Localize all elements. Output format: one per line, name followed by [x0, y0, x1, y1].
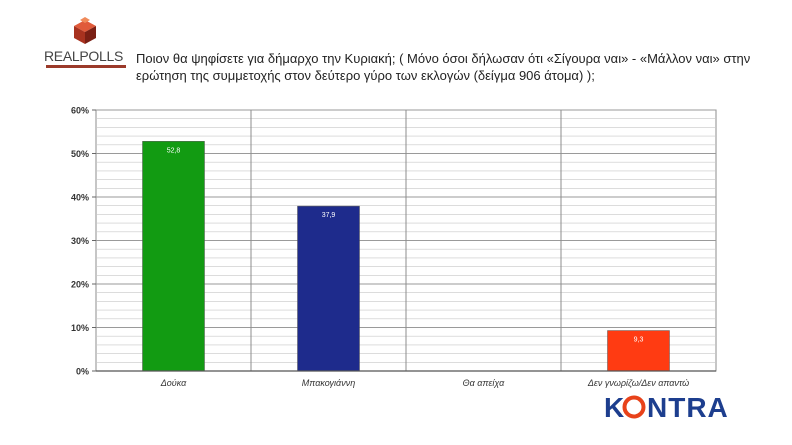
category-label-1: Μπακογιάννη: [302, 378, 355, 388]
bar-1: [297, 205, 360, 372]
data-label-3: 9,3: [634, 337, 644, 344]
y-tick-label: 30%: [71, 236, 89, 246]
realpolls-wordmark: REALPOLLS: [44, 48, 126, 64]
realpolls-cube-icon: [74, 17, 96, 44]
category-label-2: Θα απείχα: [463, 378, 506, 388]
y-tick-label: 40%: [71, 193, 89, 203]
kontra-logo-text: K NTRA: [604, 392, 729, 422]
y-tick-label: 50%: [71, 149, 89, 159]
realpolls-wordmark-text: REALPOLLS: [44, 48, 124, 64]
category-label-3: Δεν γνωρίζω/Δεν απαντώ: [587, 378, 689, 388]
realpolls-logo: REALPOLLS: [44, 14, 126, 72]
y-tick-label: 0%: [76, 367, 89, 377]
data-label-1: 37,9: [322, 212, 336, 219]
kontra-logo: K NTRA: [604, 392, 754, 427]
category-label-0: Δούκα: [160, 378, 187, 388]
y-tick-label: 60%: [71, 106, 89, 116]
kontra-o-accent-icon: [622, 395, 646, 419]
y-tick-label: 10%: [71, 323, 89, 333]
bar-3: [607, 330, 670, 372]
y-tick-label: 20%: [71, 280, 89, 290]
question-text: Ποιον θα ψηφίσετε για δήμαρχο την Κυριακ…: [136, 51, 751, 83]
bar-0: [142, 141, 205, 372]
data-label-0: 52,8: [167, 147, 181, 154]
logo-underline: [46, 65, 126, 68]
